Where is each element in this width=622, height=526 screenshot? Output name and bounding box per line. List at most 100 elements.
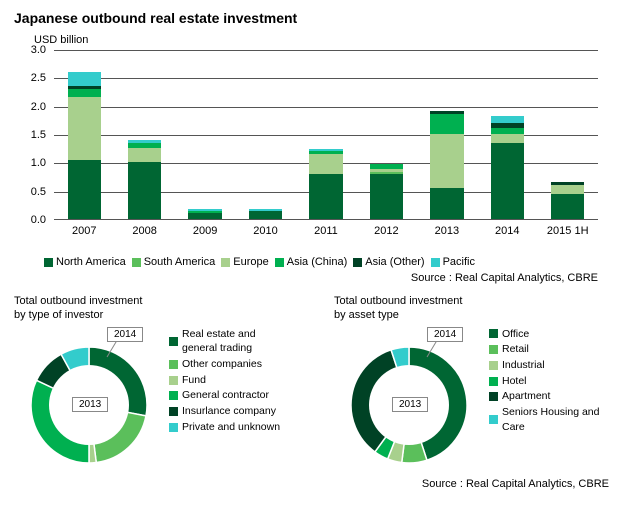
bar-seg-europe xyxy=(430,134,463,188)
bar-seg-europe xyxy=(491,134,524,143)
donut-year-inner: 2013 xyxy=(72,397,108,412)
main-title: Japanese outbound real estate investment xyxy=(14,10,608,26)
ytick: 2.0 xyxy=(31,101,46,113)
source-label: Source : xyxy=(411,272,452,284)
bar-2010 xyxy=(249,209,282,219)
legend-label: Insurlance company xyxy=(182,404,276,419)
legend-pacific: Pacific xyxy=(431,256,475,268)
legend-general_contractor: General contractor xyxy=(169,388,280,403)
ytick: 0.0 xyxy=(31,214,46,226)
bar-seg-north_america xyxy=(430,188,463,219)
legend-label: North America xyxy=(56,256,126,268)
legend-swatch xyxy=(169,407,178,416)
legend-label: Industrial xyxy=(502,358,545,373)
bar-chart: 0.00.51.01.52.02.53.0 200720082009201020… xyxy=(14,50,608,250)
legend-label: Other companies xyxy=(182,357,262,372)
bar-seg-pacific xyxy=(68,72,101,86)
legend-label: Office xyxy=(502,327,529,342)
bar-source: Source : Real Capital Analytics, CBRE xyxy=(14,272,598,284)
bar-2015 1H xyxy=(551,182,584,219)
legend-seniors: Seniors Housing andCare xyxy=(489,405,599,434)
bar-seg-europe xyxy=(68,97,101,159)
legend-label: Apartment xyxy=(502,389,550,404)
source-value: Real Capital Analytics, CBRE xyxy=(455,272,598,284)
bar-seg-north_america xyxy=(370,174,403,219)
legend-swatch xyxy=(44,258,53,267)
legend-hotel: Hotel xyxy=(489,374,599,389)
xtick: 2012 xyxy=(356,225,416,237)
donut-investor-chart: 20132014 xyxy=(14,327,164,472)
ytick: 1.0 xyxy=(31,157,46,169)
bar-2007 xyxy=(68,72,101,219)
bar-xaxis: 200720082009201020112012201320142015 1H xyxy=(54,225,598,237)
source-value: Real Capital Analytics, CBRE xyxy=(466,478,609,490)
legend-label: Asia (Other) xyxy=(365,256,424,268)
bar-2012 xyxy=(370,164,403,220)
legend-swatch xyxy=(169,376,178,385)
bar-seg-north_america xyxy=(551,194,584,220)
legend-label: Real estate andgeneral trading xyxy=(182,327,256,356)
bar-seg-europe xyxy=(309,154,342,174)
bar-legend: North America South America Europe Asia (Ch… xyxy=(44,256,608,268)
bar-seg-north_america xyxy=(491,143,524,220)
legend-retail: Retail xyxy=(489,342,599,357)
legend-south_america: South America xyxy=(132,256,216,268)
legend-swatch xyxy=(489,377,498,386)
legend-label: General contractor xyxy=(182,388,269,403)
legend-asia_other: Asia (Other) xyxy=(353,256,424,268)
donut-source: Source : Real Capital Analytics, CBRE xyxy=(334,478,609,490)
legend-swatch xyxy=(489,415,498,424)
yaxis-label: USD billion xyxy=(34,34,608,46)
bar-2009 xyxy=(188,209,221,219)
legend-real_estate_trading: Real estate andgeneral trading xyxy=(169,327,280,356)
donut-year-inner: 2013 xyxy=(392,397,428,412)
legend-label: Private and unknown xyxy=(182,420,280,435)
xtick: 2014 xyxy=(477,225,537,237)
legend-label: Europe xyxy=(233,256,268,268)
donuts-row: Total outbound investmentby type of inve… xyxy=(14,294,608,500)
legend-fund: Fund xyxy=(169,373,280,388)
legend-insurance: Insurlance company xyxy=(169,404,280,419)
legend-apartment: Apartment xyxy=(489,389,599,404)
legend-private_unknown: Private and unknown xyxy=(169,420,280,435)
bar-seg-asia_china xyxy=(430,114,463,134)
xtick: 2008 xyxy=(114,225,174,237)
legend-swatch xyxy=(275,258,284,267)
legend-swatch xyxy=(489,345,498,354)
bar-seg-north_america xyxy=(68,160,101,220)
legend-label: Hotel xyxy=(502,374,527,389)
legend-asia_china: Asia (China) xyxy=(275,256,348,268)
xtick: 2010 xyxy=(235,225,295,237)
donut-investor-title: Total outbound investmentby type of inve… xyxy=(14,294,324,323)
xtick: 2007 xyxy=(54,225,114,237)
bar-seg-north_america xyxy=(309,174,342,219)
bar-seg-north_america xyxy=(249,211,282,220)
bar-2014 xyxy=(491,116,524,219)
donut-year-outer: 2014 xyxy=(427,327,463,342)
bar-seg-pacific xyxy=(491,116,524,123)
ytick: 3.0 xyxy=(31,44,46,56)
bar-2011 xyxy=(309,149,342,219)
legend-label: Seniors Housing andCare xyxy=(502,405,599,434)
legend-label: Retail xyxy=(502,342,529,357)
legend-swatch xyxy=(353,258,362,267)
bar-seg-europe xyxy=(551,185,584,194)
legend-swatch xyxy=(431,258,440,267)
legend-swatch xyxy=(169,423,178,432)
bar-seg-asia_china xyxy=(68,89,101,98)
bar-seg-europe xyxy=(128,148,161,162)
donut-asset-chart: 2013 2014 xyxy=(334,327,484,472)
source-label: Source : xyxy=(422,478,463,490)
legend-swatch xyxy=(169,360,178,369)
legend-swatch xyxy=(169,391,178,400)
legend-label: Asia (China) xyxy=(287,256,348,268)
ytick: 1.5 xyxy=(31,129,46,141)
legend-industrial: Industrial xyxy=(489,358,599,373)
xtick: 2009 xyxy=(175,225,235,237)
legend-other_companies: Other companies xyxy=(169,357,280,372)
xtick: 2011 xyxy=(296,225,356,237)
donut-investor-legend: Real estate andgeneral tradingOther comp… xyxy=(169,327,280,436)
legend-label: Pacific xyxy=(443,256,475,268)
legend-swatch xyxy=(132,258,141,267)
legend-europe: Europe xyxy=(221,256,268,268)
